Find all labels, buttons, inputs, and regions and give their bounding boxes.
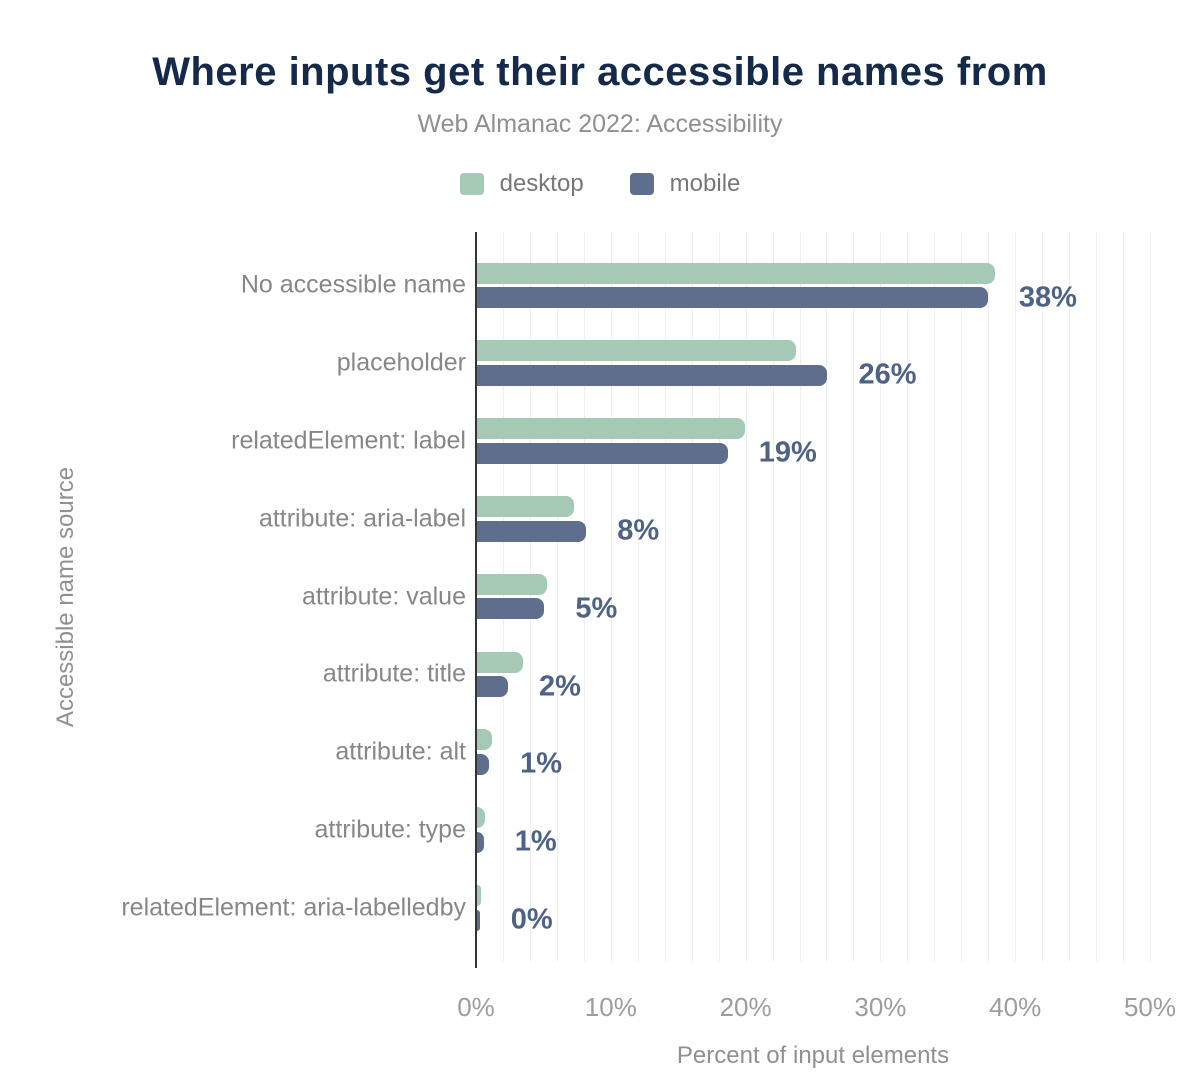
gridline	[745, 232, 747, 962]
bar-mobile	[477, 520, 587, 542]
gridline	[1042, 232, 1044, 962]
bar-mobile	[477, 676, 508, 698]
bar-mobile	[477, 287, 988, 309]
y-axis-title: Accessible name source	[52, 466, 79, 728]
category-label: relatedElement: label	[231, 426, 466, 455]
gridline	[1069, 232, 1071, 962]
x-tick-label: 40%	[989, 992, 1042, 1022]
bar-desktop	[477, 573, 548, 595]
category-label: attribute: type	[314, 815, 466, 844]
gridline	[691, 232, 693, 962]
gridline	[853, 232, 855, 962]
bar-mobile	[477, 598, 545, 620]
category-label: attribute: value	[302, 582, 466, 610]
gridline	[961, 232, 963, 962]
gridline	[1015, 232, 1017, 962]
bar-mobile	[477, 909, 480, 931]
gridline	[772, 232, 774, 962]
legend-item-desktop: desktop	[459, 170, 584, 198]
chart-title: Where inputs get their accessible names …	[152, 50, 1048, 94]
bar-desktop	[477, 884, 482, 906]
gridline	[826, 232, 828, 962]
gridline	[502, 232, 504, 962]
gridline	[1150, 232, 1151, 962]
value-label: 1%	[520, 747, 563, 780]
legend-label: desktop	[499, 170, 584, 197]
gridline	[664, 232, 666, 962]
value-label: 38%	[1018, 281, 1077, 314]
bar-desktop	[477, 418, 746, 440]
category-label: relatedElement: aria-labelledby	[121, 893, 466, 922]
gridline	[1096, 232, 1098, 962]
value-label: 8%	[617, 514, 660, 547]
gridline	[988, 232, 990, 962]
x-tick-label: 20%	[719, 992, 772, 1022]
category-label: No accessible name	[240, 270, 466, 299]
gridline	[556, 232, 558, 962]
gridline	[907, 232, 909, 962]
x-tick-label: 30%	[854, 992, 907, 1022]
category-label: attribute: alt	[335, 737, 466, 766]
bar-desktop	[477, 495, 575, 517]
legend-swatch-desktop	[459, 173, 484, 195]
gridline	[637, 232, 639, 962]
gridline	[799, 232, 801, 962]
value-label: 19%	[758, 436, 817, 469]
gridline	[529, 232, 531, 962]
y-axis-line	[475, 232, 477, 968]
x-axis-title: Percent of input elements	[676, 1042, 950, 1069]
gridline	[583, 232, 585, 962]
legend-label: mobile	[669, 170, 741, 197]
bar-desktop	[477, 807, 486, 829]
legend: desktop mobile	[0, 170, 1200, 198]
bar-desktop	[477, 262, 995, 284]
legend-swatch-mobile	[629, 173, 654, 195]
value-label: 5%	[575, 592, 618, 625]
bar-mobile	[477, 831, 484, 853]
x-tick-label: 0%	[457, 992, 495, 1022]
gridline	[610, 232, 612, 962]
value-label: 1%	[514, 825, 557, 858]
gridline	[880, 232, 882, 962]
bar-mobile	[477, 753, 490, 775]
gridline	[934, 232, 936, 962]
legend-item-mobile: mobile	[629, 170, 741, 198]
bar-mobile	[477, 442, 728, 464]
value-label: 0%	[510, 903, 553, 936]
value-label: 26%	[858, 358, 917, 391]
category-label: placeholder	[336, 348, 466, 377]
category-label: attribute: aria-label	[258, 504, 466, 533]
bar-desktop	[477, 651, 523, 673]
gridline	[1123, 232, 1125, 962]
bar-desktop	[477, 340, 797, 362]
category-label: attribute: title	[322, 659, 466, 688]
x-tick-label: 50%	[1123, 992, 1177, 1022]
bar-desktop	[477, 729, 492, 751]
bar-mobile	[477, 364, 828, 386]
value-label: 2%	[539, 670, 581, 703]
chart-subtitle: Web Almanac 2022: Accessibility	[417, 110, 783, 138]
gridline	[718, 232, 720, 962]
x-tick-label: 10%	[584, 992, 637, 1022]
